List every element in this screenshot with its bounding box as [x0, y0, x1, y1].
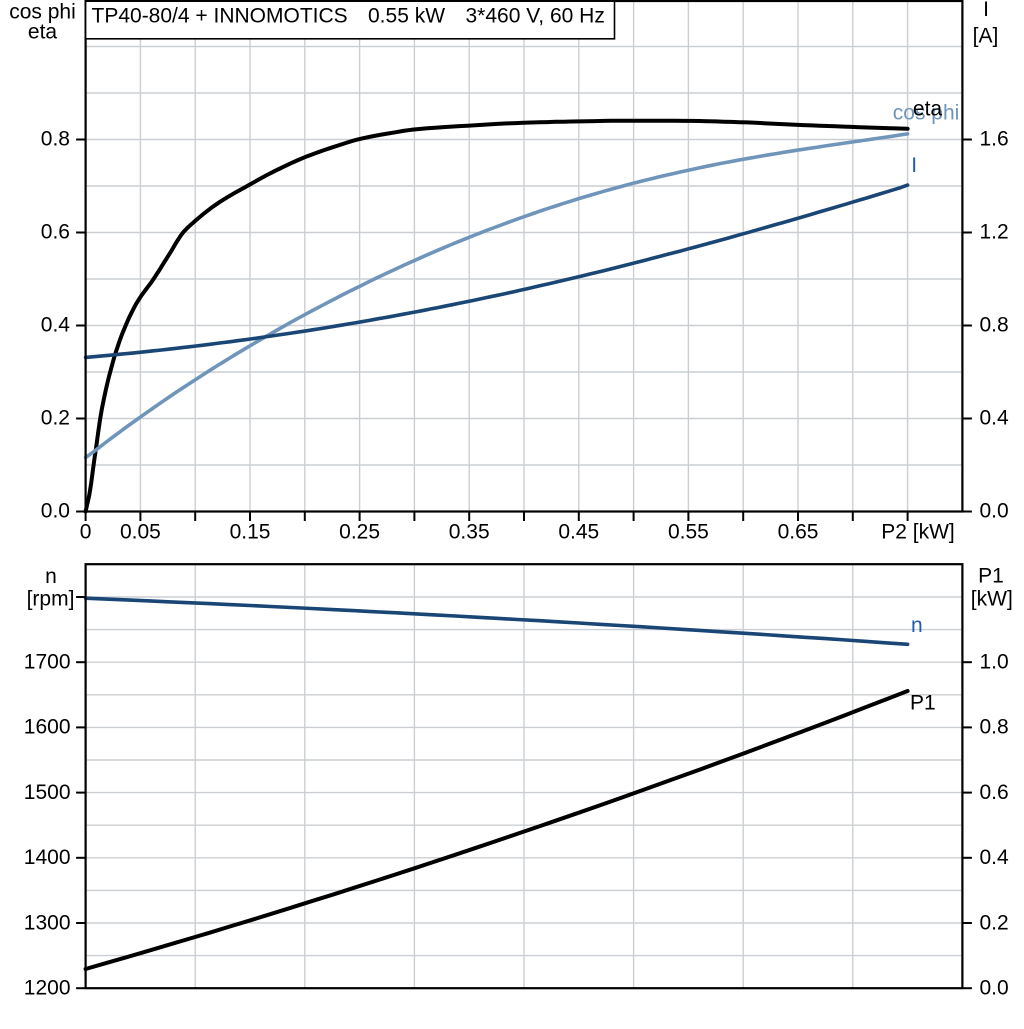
svg-text:0.2: 0.2	[41, 407, 70, 430]
svg-text:cos phi: cos phi	[9, 1, 76, 24]
svg-text:TP40-80/4 + INNOMOTICS: TP40-80/4 + INNOMOTICS	[92, 4, 348, 27]
svg-text:0.0: 0.0	[980, 500, 1009, 523]
svg-text:0.6: 0.6	[41, 221, 70, 244]
svg-text:P1: P1	[978, 565, 1004, 588]
svg-text:0.55 kW: 0.55 kW	[368, 4, 445, 27]
svg-text:eta: eta	[913, 97, 943, 120]
svg-text:0.15: 0.15	[230, 521, 271, 544]
svg-text:0.8: 0.8	[980, 716, 1009, 739]
svg-text:0.4: 0.4	[41, 314, 71, 337]
svg-text:0: 0	[80, 521, 92, 544]
svg-text:[rpm]: [rpm]	[27, 587, 75, 610]
svg-text:1.2: 1.2	[980, 221, 1009, 244]
svg-text:[A]: [A]	[973, 25, 999, 48]
svg-text:0.4: 0.4	[980, 407, 1010, 430]
svg-text:cos phi: cos phi	[893, 102, 960, 125]
svg-text:3*460 V, 60 Hz: 3*460 V, 60 Hz	[466, 4, 605, 27]
svg-text:eta: eta	[28, 21, 58, 44]
svg-text:0.4: 0.4	[980, 846, 1010, 869]
svg-text:1600: 1600	[24, 716, 71, 739]
svg-text:0.2: 0.2	[980, 911, 1009, 934]
svg-text:0.65: 0.65	[778, 521, 819, 544]
svg-text:0.55: 0.55	[668, 521, 709, 544]
svg-text:0.8: 0.8	[41, 128, 70, 151]
svg-text:P1: P1	[910, 691, 936, 714]
svg-text:0.35: 0.35	[449, 521, 490, 544]
svg-text:0.25: 0.25	[339, 521, 380, 544]
svg-text:0.6: 0.6	[980, 781, 1009, 804]
svg-text:n: n	[45, 565, 57, 588]
svg-text:0.8: 0.8	[980, 314, 1009, 337]
svg-text:1300: 1300	[24, 911, 71, 934]
svg-text:1500: 1500	[24, 781, 71, 804]
svg-text:0.0: 0.0	[41, 500, 70, 523]
svg-text:n: n	[911, 614, 923, 637]
svg-text:I: I	[911, 154, 917, 177]
svg-text:I: I	[983, 0, 989, 21]
svg-text:1700: 1700	[24, 651, 71, 674]
svg-text:0.0: 0.0	[980, 977, 1009, 1000]
svg-text:1400: 1400	[24, 846, 71, 869]
svg-text:1200: 1200	[24, 977, 71, 1000]
svg-text:1.6: 1.6	[980, 128, 1009, 151]
svg-text:[kW]: [kW]	[971, 588, 1013, 611]
svg-text:P2 [kW]: P2 [kW]	[881, 521, 955, 544]
svg-text:1.0: 1.0	[980, 651, 1009, 674]
svg-text:0.45: 0.45	[558, 521, 599, 544]
svg-text:0.05: 0.05	[120, 521, 161, 544]
